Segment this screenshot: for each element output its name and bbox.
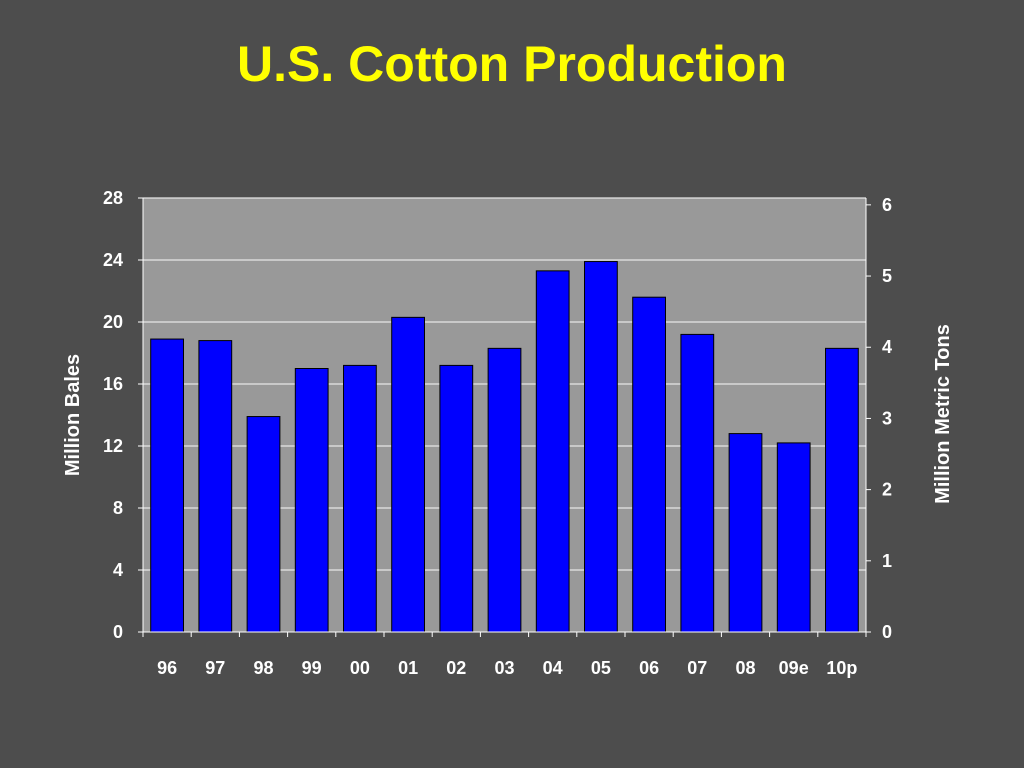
y2-tick-label: 3	[882, 408, 892, 428]
bar	[246, 416, 281, 633]
x-tick-label: 10p	[826, 658, 857, 678]
x-tick-label: 97	[205, 658, 225, 678]
bar	[343, 364, 377, 633]
bar	[680, 333, 715, 633]
y-tick-label: 20	[103, 312, 123, 332]
x-tick-label: 02	[446, 658, 466, 678]
y-tick-label: 28	[103, 188, 123, 208]
y-tick-label: 16	[103, 374, 123, 394]
x-tick-label: 04	[543, 658, 563, 678]
y-axis-title: Million Bales	[62, 354, 84, 476]
x-tick-label: 99	[302, 658, 322, 678]
bar	[584, 261, 618, 633]
bar	[294, 368, 329, 633]
bar	[391, 316, 425, 633]
x-tick-label: 00	[350, 658, 370, 678]
bar	[825, 347, 859, 633]
x-tick-label: 09e	[779, 658, 809, 678]
x-tick-label: 96	[157, 658, 177, 678]
x-tick-label: 03	[494, 658, 514, 678]
bar	[150, 338, 184, 633]
y2-tick-label: 6	[882, 195, 892, 215]
bar	[728, 433, 763, 633]
y-tick-label: 12	[103, 436, 123, 456]
bar	[632, 296, 666, 633]
y2-tick-label: 1	[882, 551, 892, 571]
y-tick-label: 4	[113, 560, 123, 580]
x-tick-label: 07	[687, 658, 707, 678]
y2-tick-label: 2	[882, 480, 892, 500]
x-tick-label: 01	[398, 658, 418, 678]
x-tick-label: 06	[639, 658, 659, 678]
bar	[439, 364, 474, 633]
x-tick-label: 05	[591, 658, 611, 678]
chart-title: U.S. Cotton Production	[237, 36, 787, 92]
bar	[535, 270, 570, 633]
y-tick-label: 0	[113, 622, 123, 642]
y2-axis-title: Million Metric Tons	[932, 324, 954, 504]
bar	[198, 340, 233, 633]
x-tick-label: 08	[735, 658, 755, 678]
bar	[776, 442, 811, 633]
y2-tick-label: 4	[882, 337, 892, 357]
y2-tick-label: 5	[882, 266, 892, 286]
y-tick-label: 24	[103, 250, 123, 270]
bar	[487, 347, 522, 633]
y-tick-label: 8	[113, 498, 123, 518]
x-tick-label: 98	[253, 658, 273, 678]
y2-tick-label: 0	[882, 622, 892, 642]
